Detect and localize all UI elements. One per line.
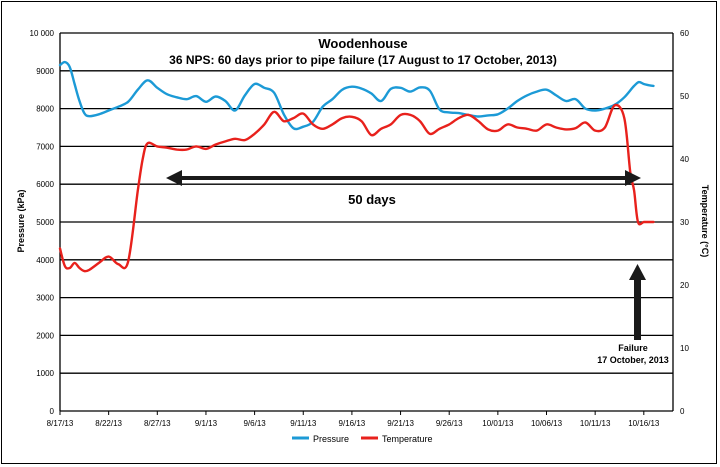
left-tick-label: 0 — [50, 407, 55, 416]
x-tick-label: 9/1/13 — [195, 419, 218, 428]
span-arrow — [166, 170, 641, 186]
x-tick-label: 10/16/13 — [628, 419, 660, 428]
series-lines — [58, 60, 655, 273]
failure-date-label: 17 October, 2013 — [597, 355, 669, 365]
x-tick-label: 8/17/13 — [47, 419, 74, 428]
x-tick-label: 9/21/13 — [387, 419, 414, 428]
x-tick-label: 9/26/13 — [436, 419, 463, 428]
right-tick-label: 20 — [680, 281, 689, 290]
left-tick-label: 1000 — [36, 369, 54, 378]
left-tick-label: 6000 — [36, 180, 54, 189]
right-tick-label: 40 — [680, 155, 689, 164]
grid-lines — [60, 32, 673, 374]
left-tick-label: 3000 — [36, 294, 54, 303]
right-axis-ticks: 0 10 20 30 40 50 60 — [680, 29, 689, 416]
x-tick-label: 9/6/13 — [243, 419, 266, 428]
x-tick-label: 8/27/13 — [144, 419, 171, 428]
right-axis-label: Temperature (°C) — [700, 185, 710, 257]
chart-subtitle: 36 NPS: 60 days prior to pipe failure (1… — [169, 53, 557, 67]
right-tick-label: 50 — [680, 92, 689, 101]
left-tick-label: 8000 — [36, 105, 54, 114]
series-line-pressure — [58, 60, 655, 131]
left-tick-label: 7000 — [36, 142, 54, 151]
left-tick-label: 9000 — [36, 67, 54, 76]
failure-arrow — [629, 264, 646, 340]
series-line-temperature — [58, 103, 655, 273]
x-tick-label: 9/16/13 — [339, 419, 366, 428]
right-tick-label: 0 — [680, 407, 685, 416]
span-label: 50 days — [348, 192, 396, 207]
right-tick-label: 30 — [680, 218, 689, 227]
left-tick-label: 10 000 — [30, 29, 55, 38]
left-axis-label: Pressure (kPa) — [16, 189, 26, 252]
axes — [59, 33, 674, 412]
legend-label-pressure: Pressure — [313, 434, 349, 444]
x-tick-label: 10/01/13 — [482, 419, 514, 428]
x-tick-label: 8/22/13 — [95, 419, 122, 428]
x-tick-label: 10/06/13 — [531, 419, 563, 428]
failure-label: Failure — [618, 343, 648, 353]
right-tick-label: 60 — [680, 29, 689, 38]
legend-label-temperature: Temperature — [382, 434, 433, 444]
left-axis-ticks: 0 1000 2000 3000 4000 5000 6000 7000 8000 9000 10 … — [30, 29, 55, 416]
x-tick-label: 9/11/13 — [290, 419, 317, 428]
right-tick-label: 10 — [680, 344, 689, 353]
legend: Pressure Temperature — [292, 434, 433, 444]
left-tick-label: 2000 — [36, 331, 54, 340]
left-tick-label: 5000 — [36, 218, 54, 227]
x-axis-ticks: 8/17/13 8/22/13 8/27/13 9/1/13 9/6/13 9/11/13… — [47, 411, 660, 428]
x-tick-label: 10/11/13 — [580, 419, 611, 428]
left-tick-label: 4000 — [36, 256, 54, 265]
chart-title: Woodenhouse — [318, 36, 407, 51]
